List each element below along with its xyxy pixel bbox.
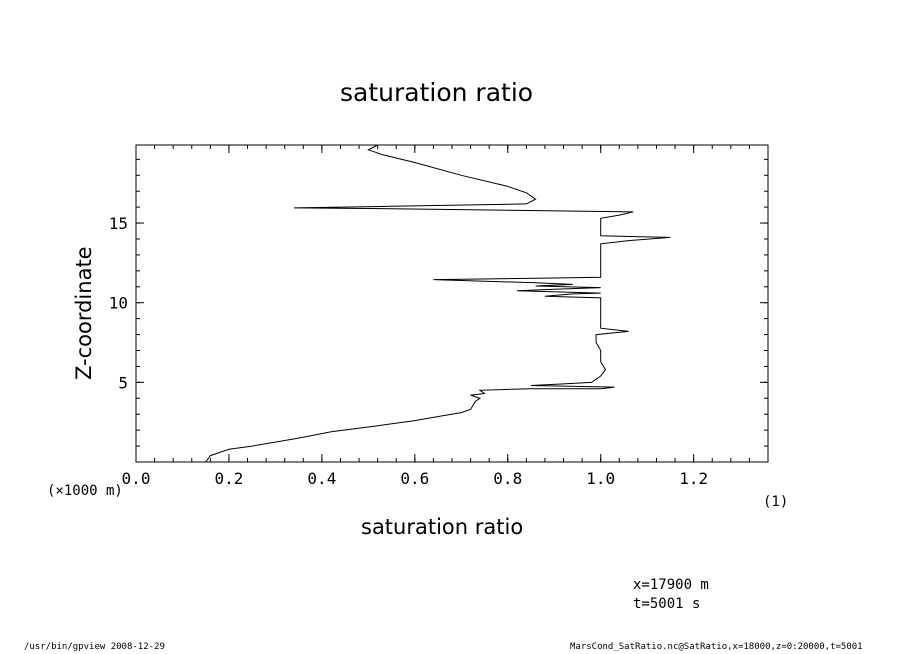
y-axis-label: Z-coordinate [72, 246, 96, 380]
x-tick-label: 0.6 [400, 469, 429, 488]
chart-title: saturation ratio [340, 78, 534, 107]
x-tick-label: 0.2 [214, 469, 243, 488]
x-position-info: x=17900 m [633, 577, 709, 593]
axis-tick-labels: 0.0 0.2 0.4 0.6 0.8 1.0 1.2 5 10 15 [109, 214, 708, 488]
time-info: t=5001 s [633, 596, 701, 612]
footer-data-source: MarsCond_SatRatio.nc@SatRatio,x=18000,z=… [570, 642, 863, 652]
y-axis-units: (×1000 m) [47, 483, 123, 499]
x-tick-label: 1.2 [679, 469, 708, 488]
x-tick-label: 0.0 [122, 469, 151, 488]
y-tick-label: 10 [109, 294, 128, 313]
x-tick-label: 1.0 [586, 469, 615, 488]
footer-program-date: /usr/bin/gpview 2008-12-29 [24, 642, 165, 652]
saturation-ratio-series-line [205, 144, 671, 463]
x-axis-label: saturation ratio [361, 515, 524, 539]
x-tick-label: 0.4 [307, 469, 336, 488]
y-tick-label: 15 [109, 214, 128, 233]
x-tick-label: 0.8 [493, 469, 522, 488]
y-tick-label: 5 [118, 373, 128, 392]
axis-ticks [135, 145, 769, 462]
x-axis-units: (1) [763, 494, 789, 510]
